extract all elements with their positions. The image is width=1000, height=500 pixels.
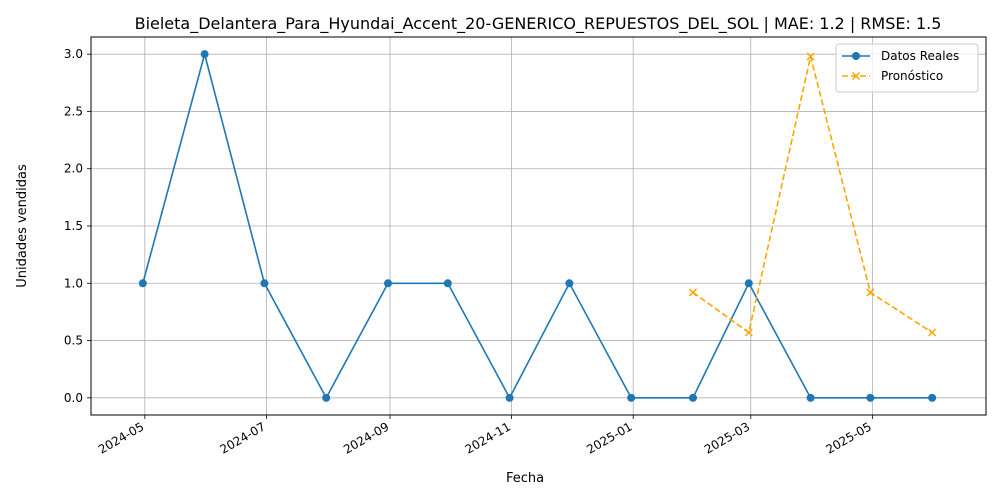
data-point	[744, 279, 753, 288]
data-point	[866, 393, 875, 402]
grid-lines	[91, 37, 986, 415]
x-tick-label: 2025-05	[823, 419, 873, 456]
data-point	[627, 393, 636, 402]
x-tick-label: 2024-09	[341, 419, 391, 456]
y-tick-label: 1.0	[64, 276, 83, 290]
y-tick-label: 2.5	[64, 104, 83, 118]
legend-marker	[851, 71, 861, 81]
legend: Datos Reales Pronóstico	[835, 43, 979, 93]
data-point-stroke	[806, 52, 815, 61]
x-tick-label: 2024-11	[463, 419, 513, 456]
data-point	[806, 52, 815, 61]
y-axis: 0.0 0.5 1.0 1.5 2.0 2.5 3.0	[64, 47, 91, 405]
data-point	[200, 50, 209, 59]
x-tick-label: 2024-07	[217, 419, 267, 456]
data-point	[928, 328, 937, 337]
legend-box	[835, 43, 979, 93]
y-tick-label: 0.0	[64, 391, 83, 405]
legend-label: Pronóstico	[881, 69, 943, 83]
data-point	[688, 393, 697, 402]
data-point	[505, 393, 514, 402]
x-axis-label: Fecha	[506, 471, 544, 486]
data-point	[565, 279, 574, 288]
series-line-0	[142, 51, 933, 400]
x-axis: 2024-05 2024-07 2024-09 2024-11 2025-01 2025-…	[96, 415, 874, 457]
data-point-stroke	[928, 328, 937, 337]
data-point	[806, 393, 815, 402]
series-layer	[138, 50, 937, 402]
x-tick-label: 2025-01	[584, 419, 634, 456]
series-line-1	[692, 56, 933, 334]
x-tick-label: 2025-03	[702, 419, 752, 456]
data-point	[744, 328, 753, 337]
data-point	[322, 393, 331, 402]
data-point	[260, 279, 269, 288]
data-point-stroke	[688, 288, 698, 297]
data-point	[928, 393, 937, 402]
data-point	[866, 288, 875, 297]
data-point	[384, 279, 393, 288]
x-tick-label: 2024-05	[96, 419, 146, 456]
data-point	[138, 279, 147, 288]
chart-title: Bieleta_Delantera_Para_Hyundai_Accent_20…	[135, 14, 942, 34]
data-point	[443, 279, 452, 288]
y-tick-label: 0.5	[64, 334, 83, 348]
legend-label: Datos Reales	[881, 49, 959, 63]
y-tick-label: 3.0	[64, 47, 83, 61]
y-axis-label: Unidades vendidas	[15, 164, 30, 288]
data-point-stroke	[866, 288, 875, 297]
y-tick-label: 2.0	[64, 162, 83, 176]
data-point	[688, 288, 698, 297]
y-tick-label: 1.5	[64, 219, 83, 233]
data-point-stroke	[744, 328, 753, 337]
legend-marker	[852, 52, 860, 60]
